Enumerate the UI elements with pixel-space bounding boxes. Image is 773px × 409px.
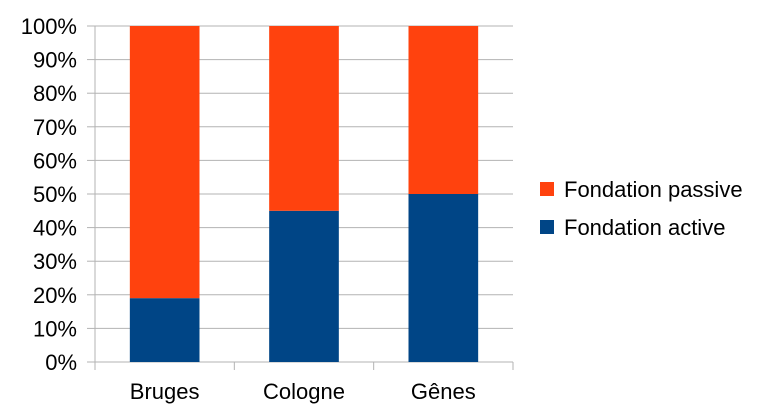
y-axis-tick-labels: 0% 10% 20% 30% 40% 50% 60% 70% 80% 90% 100% (21, 14, 77, 375)
legend-swatch (540, 220, 554, 234)
bars (129, 26, 479, 362)
y-tick-label: 40% (33, 216, 77, 241)
x-axis-category-labels: Bruges Cologne Gênes (130, 379, 476, 404)
y-tick-label: 10% (33, 316, 77, 341)
y-tick-label: 70% (33, 115, 77, 140)
y-tick-label: 50% (33, 182, 77, 207)
y-tick-label: 0% (45, 350, 77, 375)
bar-segment (408, 26, 479, 194)
y-tick-label: 100% (21, 14, 77, 39)
bar-segment (129, 26, 200, 299)
legend-swatch (540, 182, 554, 196)
y-tick-label: 20% (33, 283, 77, 308)
y-tick-label: 60% (33, 148, 77, 173)
bar-segment (408, 194, 479, 362)
bar-segment (269, 26, 339, 211)
bar-segment (269, 210, 339, 362)
legend-label: Fondation active (564, 215, 725, 240)
y-tick-label: 80% (33, 81, 77, 106)
x-category-label: Cologne (263, 379, 345, 404)
y-tick-label: 30% (33, 249, 77, 274)
x-category-label: Gênes (411, 379, 476, 404)
bar-segment (129, 298, 200, 362)
legend: Fondation passive Fondation active (540, 177, 743, 240)
x-category-label: Bruges (130, 379, 200, 404)
legend-label: Fondation passive (564, 177, 743, 202)
y-tick-label: 90% (33, 48, 77, 73)
